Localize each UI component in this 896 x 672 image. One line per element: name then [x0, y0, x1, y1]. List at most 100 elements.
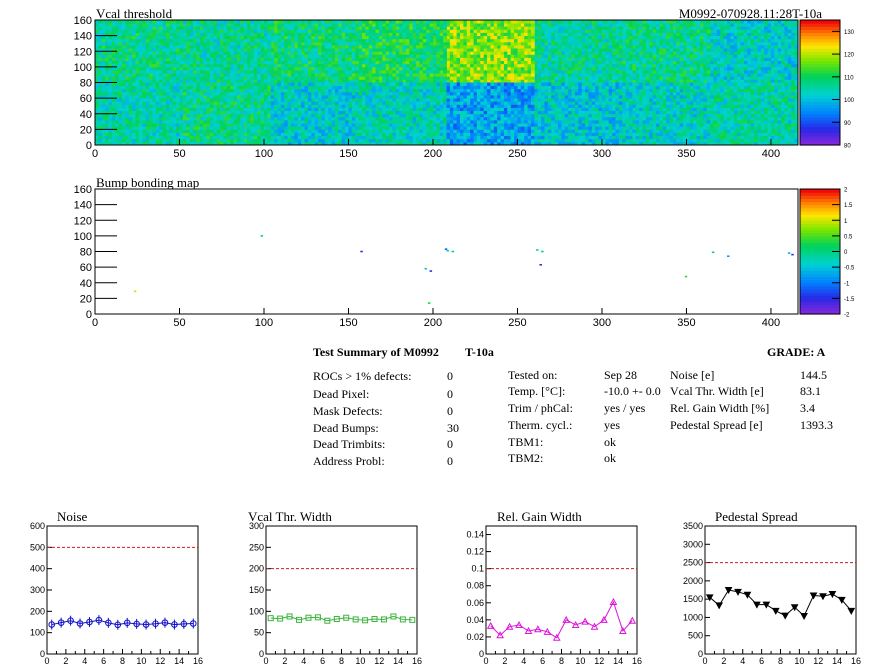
threshold-cell — [307, 60, 312, 65]
threshold-cell — [693, 29, 698, 33]
threshold-cell — [334, 35, 339, 40]
threshold-cell — [703, 45, 708, 49]
threshold-cell — [612, 41, 616, 46]
threshold-cell — [770, 60, 775, 65]
threshold-cell — [443, 79, 447, 83]
threshold-cell — [720, 32, 725, 37]
threshold-cell — [132, 110, 136, 115]
threshold-cell — [233, 129, 238, 133]
threshold-cell — [182, 85, 187, 90]
threshold-cell — [189, 141, 194, 146]
threshold-cell — [165, 95, 170, 99]
threshold-cell — [669, 73, 674, 77]
threshold-cell — [737, 66, 741, 71]
threshold-cell — [774, 29, 779, 33]
threshold-cell — [294, 57, 299, 62]
threshold-cell — [743, 38, 748, 43]
threshold-cell — [236, 32, 241, 37]
threshold-cell — [405, 76, 410, 80]
threshold-cell — [466, 20, 471, 24]
threshold-cell — [476, 57, 481, 62]
threshold-cell — [294, 66, 299, 71]
threshold-cell — [152, 85, 157, 90]
threshold-cell — [439, 60, 444, 65]
threshold-cell — [118, 32, 123, 37]
threshold-cell — [115, 82, 120, 87]
threshold-cell — [551, 73, 556, 77]
threshold-cell — [362, 60, 366, 65]
threshold-cell — [730, 51, 735, 55]
threshold-cell — [395, 57, 400, 62]
threshold-cell — [142, 85, 147, 90]
threshold-cell — [422, 38, 427, 43]
threshold-cell — [774, 51, 779, 55]
threshold-cell — [375, 70, 380, 74]
threshold-cell — [247, 79, 251, 83]
threshold-cell — [689, 41, 694, 46]
threshold-cell — [243, 57, 248, 62]
threshold-cell — [314, 41, 319, 46]
threshold-cell — [689, 29, 694, 33]
threshold-cell — [574, 70, 579, 74]
threshold-cell — [145, 113, 150, 118]
threshold-cell — [122, 26, 126, 30]
threshold-cell — [409, 54, 414, 58]
threshold-cell — [176, 35, 180, 40]
threshold-cell — [534, 76, 539, 80]
threshold-cell — [639, 70, 643, 74]
threshold-cell — [179, 63, 184, 68]
threshold-cell — [625, 45, 630, 49]
threshold-cell — [517, 66, 522, 71]
threshold-cell — [95, 129, 99, 133]
threshold-cell — [348, 79, 353, 83]
threshold-cell — [487, 29, 491, 33]
threshold-cell — [250, 38, 255, 43]
threshold-cell — [740, 45, 745, 49]
threshold-cell — [544, 41, 549, 46]
threshold-cell — [209, 32, 214, 37]
threshold-cell — [152, 95, 157, 99]
threshold-cell — [209, 41, 214, 46]
threshold-cell — [537, 35, 542, 40]
threshold-cell — [754, 57, 758, 62]
threshold-cell — [642, 38, 647, 43]
threshold-cell — [277, 76, 282, 80]
threshold-cell — [716, 73, 721, 77]
threshold-cell — [209, 54, 214, 58]
threshold-cell — [612, 35, 616, 40]
threshold-cell — [561, 48, 566, 52]
threshold-cell — [581, 45, 586, 49]
threshold-cell — [149, 85, 153, 90]
threshold-cell — [777, 54, 782, 58]
threshold-cell — [743, 23, 748, 27]
threshold-cell — [503, 63, 508, 68]
threshold-cell — [689, 57, 694, 62]
threshold-cell — [385, 66, 390, 71]
threshold-cell — [639, 76, 643, 80]
threshold-cell — [206, 26, 211, 30]
threshold-cell — [199, 85, 204, 90]
threshold-cell — [781, 48, 785, 52]
threshold-cell — [716, 66, 721, 71]
threshold-cell — [368, 29, 373, 33]
threshold-cell — [426, 54, 431, 58]
threshold-cell — [770, 54, 775, 58]
threshold-cell — [395, 54, 400, 58]
threshold-cell — [510, 60, 515, 65]
threshold-cell — [676, 54, 681, 58]
threshold-cell — [203, 138, 207, 143]
threshold-cell — [95, 45, 99, 49]
threshold-cell — [220, 129, 224, 133]
threshold-cell — [328, 57, 332, 62]
threshold-cell — [639, 48, 643, 52]
threshold-cell — [193, 79, 197, 83]
threshold-cell — [220, 45, 224, 49]
threshold-cell — [274, 26, 278, 30]
threshold-cell — [476, 35, 481, 40]
threshold-cell — [422, 76, 427, 80]
threshold-cell — [679, 51, 684, 55]
threshold-cell — [591, 70, 596, 74]
threshold-cell — [743, 76, 748, 80]
threshold-cell — [770, 35, 775, 40]
threshold-cell — [720, 23, 725, 27]
